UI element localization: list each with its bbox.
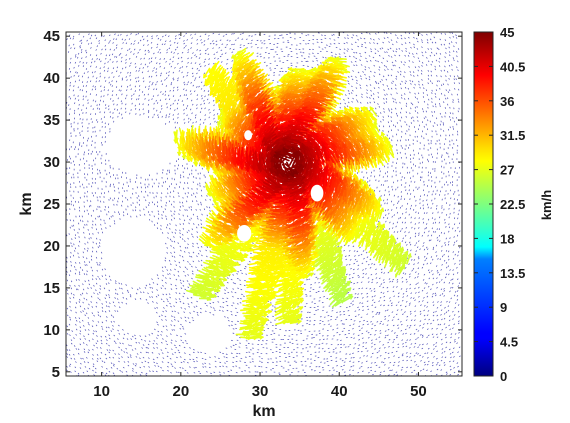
- y-tick-label: 35: [43, 112, 60, 129]
- y-tick-label: 10: [43, 322, 60, 339]
- colorbar-ticks: 0 4.5 9 13.5 18 22.5 27 31.5 36 40.5 45: [474, 25, 525, 384]
- colorbar-tick-label: 36: [500, 94, 514, 109]
- colorbar-tick-label: 0: [500, 369, 507, 384]
- y-tick-label: 40: [43, 70, 60, 87]
- colorbar-tick-label: 9: [500, 300, 507, 315]
- x-tick-label: 20: [172, 383, 189, 400]
- x-axis: 10 20 30 40 50: [93, 32, 427, 400]
- background-vectors: [66, 32, 461, 376]
- no-data-gap: [310, 184, 324, 202]
- no-data-gap: [244, 130, 253, 141]
- colorbar-tick-label: 13.5: [500, 266, 525, 281]
- x-tick-label: 50: [410, 383, 427, 400]
- y-tick-label: 20: [43, 238, 60, 255]
- no-data-gap: [237, 224, 252, 242]
- colorbar-label: km/h: [539, 190, 554, 220]
- x-tick-label: 40: [331, 383, 348, 400]
- colorbar-tick-label: 31.5: [500, 128, 525, 143]
- colorbar-tick-label: 22.5: [500, 197, 525, 212]
- x-tick-label: 10: [93, 383, 110, 400]
- colorbar-tick-label: 45: [500, 25, 514, 40]
- y-tick-label: 5: [52, 364, 60, 381]
- y-tick-label: 15: [43, 280, 60, 297]
- colorbar-tick-label: 4.5: [500, 335, 518, 350]
- colorbar-tick-label: 40.5: [500, 59, 525, 74]
- x-axis-label: km: [252, 403, 275, 420]
- colorbar-tick-label: 18: [500, 231, 514, 246]
- y-axis-label: km: [18, 192, 35, 215]
- y-tick-label: 25: [43, 196, 60, 213]
- y-axis: 5 10 15 20 25 30 35 40 45: [43, 28, 462, 381]
- y-tick-label: 45: [43, 28, 60, 45]
- colorbar-tick-label: 27: [500, 163, 514, 178]
- x-tick-label: 30: [252, 383, 269, 400]
- colorbar: 0 4.5 9 13.5 18 22.5 27 31.5 36 40.5 45 km/h: [473, 25, 554, 384]
- vector-field: [66, 32, 461, 376]
- y-tick-label: 30: [43, 154, 60, 171]
